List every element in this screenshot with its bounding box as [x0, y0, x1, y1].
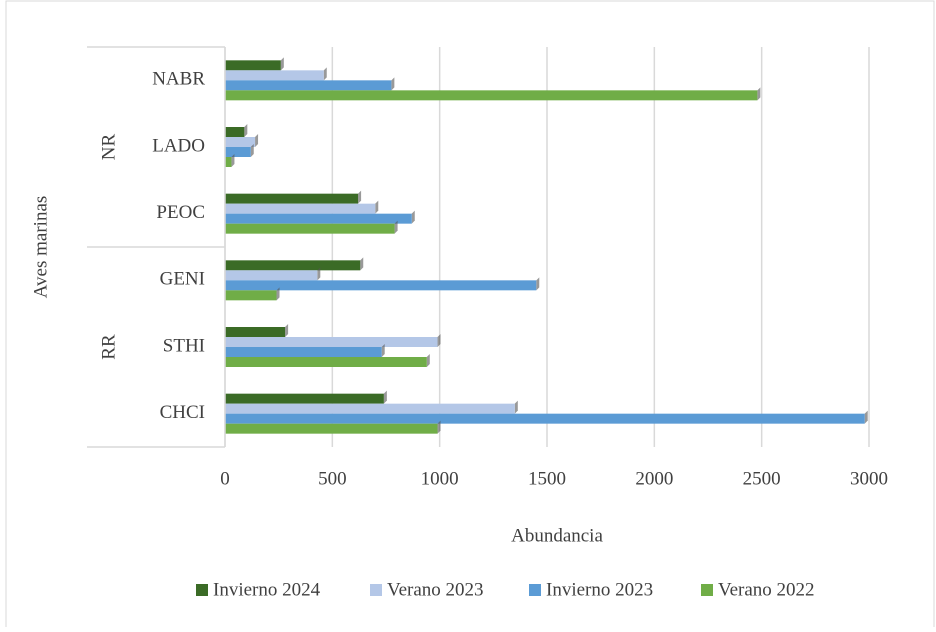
y-tick-label: GENI: [160, 269, 205, 290]
bar: [225, 347, 382, 357]
bar-side: [757, 87, 761, 101]
bar: [225, 393, 384, 404]
bar-side: [317, 267, 321, 281]
bar: [225, 260, 361, 271]
x-tick-label: 1500: [528, 468, 566, 489]
bar: [225, 60, 281, 71]
y-tick-label: LADO: [152, 135, 205, 156]
bar: [225, 213, 412, 224]
bar-side: [375, 200, 379, 214]
chart-frame: [5, 0, 935, 632]
bar-side: [536, 277, 540, 291]
bar-side: [280, 57, 284, 71]
bar: [225, 423, 438, 434]
legend-swatch: [701, 584, 713, 596]
x-tick-label: 1000: [421, 468, 459, 489]
legend-label: Verano 2023: [387, 579, 484, 600]
bar: [225, 147, 251, 157]
bar: [225, 280, 537, 291]
bar-side: [231, 154, 235, 167]
bar-side: [244, 124, 248, 137]
x-tick-label: 0: [220, 468, 230, 489]
x-tick-label: 2000: [635, 468, 673, 489]
bar-side: [514, 400, 518, 414]
bar-side: [394, 220, 398, 234]
bar-side: [383, 390, 387, 404]
bar-side: [250, 144, 254, 157]
bar: [225, 193, 359, 204]
bar: [225, 80, 392, 91]
bar: [225, 223, 395, 234]
x-tick-label: 3000: [850, 468, 888, 489]
legend-swatch: [370, 584, 382, 596]
y-axis-title: Aves marinas: [30, 196, 51, 299]
legend-label: Invierno 2023: [546, 579, 653, 600]
bar-side: [358, 190, 362, 204]
bar-side: [360, 257, 364, 271]
bar: [225, 137, 256, 147]
bar: [225, 270, 318, 281]
bar: [225, 413, 865, 424]
bar: [225, 203, 376, 214]
bar-side: [437, 334, 441, 347]
bar: [225, 157, 232, 167]
legend-label: Invierno 2024: [213, 579, 321, 600]
bar: [225, 403, 515, 414]
bar-side: [864, 410, 868, 424]
y-tick-label: STHI: [163, 335, 205, 356]
bar: [225, 357, 427, 367]
y-tick-label: NABR: [152, 69, 205, 90]
bar: [225, 70, 324, 81]
x-axis-title: Abundancia: [511, 525, 603, 546]
bar-side: [391, 77, 395, 91]
bar: [225, 337, 438, 347]
bar: [225, 127, 245, 137]
bar-side: [437, 420, 441, 434]
bar-side: [276, 287, 280, 301]
group-label: RR: [98, 334, 119, 360]
bar: [225, 90, 758, 101]
bar-side: [411, 210, 415, 224]
bar-side: [381, 344, 385, 357]
x-tick-label: 500: [318, 468, 347, 489]
bar-side: [426, 354, 430, 367]
legend-swatch: [529, 584, 541, 596]
bar-side: [323, 67, 327, 81]
y-tick-label: PEOC: [156, 202, 205, 223]
group-label: NR: [98, 133, 119, 160]
x-tick-label: 2500: [743, 468, 781, 489]
bar-side: [255, 134, 259, 147]
bar-side: [285, 324, 289, 337]
legend-swatch: [196, 584, 208, 596]
legend-label: Verano 2022: [718, 579, 815, 600]
bar: [225, 290, 277, 301]
y-tick-label: CHCI: [160, 402, 205, 423]
bar: [225, 327, 286, 337]
